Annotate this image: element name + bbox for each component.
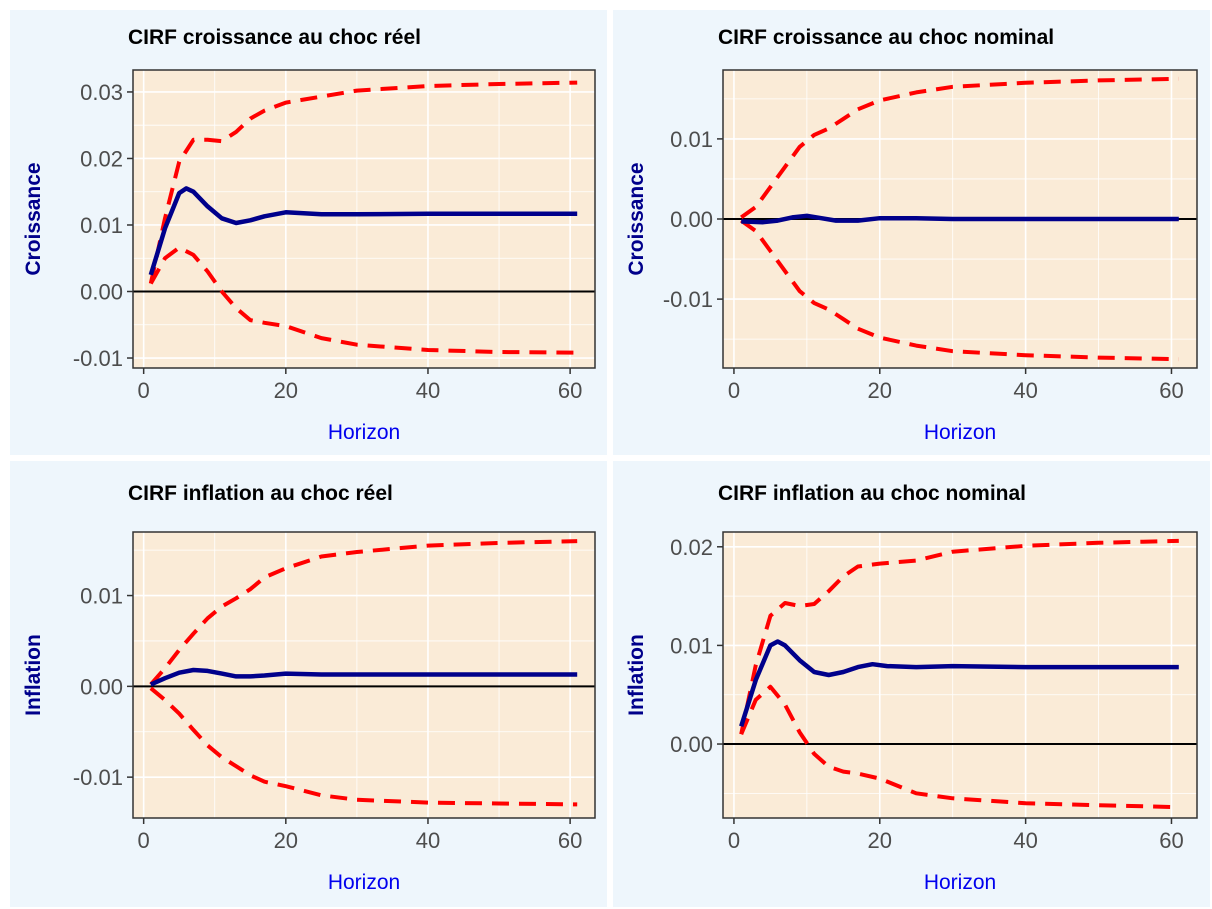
- x-axis-label: Horizon: [328, 871, 400, 894]
- x-tick-label: 0: [138, 828, 150, 853]
- chart-title: CIRF inflation au choc réel: [128, 482, 393, 505]
- x-tick-label: 60: [558, 828, 582, 853]
- plot-background: [723, 532, 1197, 818]
- x-tick-label: 60: [1159, 828, 1183, 853]
- x-tick-label: 40: [1013, 378, 1037, 403]
- chart-svg: 0 20 40 60 -0.01 0.00 0.01 CIRF croissance au c…: [613, 10, 1210, 455]
- x-tick-label: 40: [1013, 828, 1037, 853]
- y-tick-label: 0.01: [80, 213, 123, 238]
- x-tick-label: 0: [138, 378, 150, 403]
- x-axis-label: Horizon: [924, 871, 996, 894]
- x-tick-label: 40: [416, 378, 440, 403]
- x-tick-label: 60: [1159, 378, 1183, 403]
- y-tick-label: 0.01: [670, 633, 713, 658]
- panel-croissance-choc-reel: 0 20 40 60 -0.01 0.00 0.01 0.02 0.03 CIRF croissa…: [10, 10, 607, 455]
- y-axis-label: Croissance: [625, 162, 648, 275]
- plot-background: [133, 70, 595, 368]
- y-tick-label: 0.00: [670, 732, 713, 757]
- y-axis-label: Inflation: [22, 634, 45, 716]
- x-axis-label: Horizon: [924, 421, 996, 444]
- y-tick-label: 0.03: [80, 80, 123, 105]
- chart-svg: 0 20 40 60 -0.01 0.00 0.01 0.02 0.03 CIRF croissa…: [10, 10, 607, 455]
- y-tick-label: 0.02: [670, 535, 713, 560]
- chart-svg: 0 20 40 60 -0.01 0.00 0.01 CIRF inflation au ch…: [10, 461, 607, 907]
- x-axis-label: Horizon: [328, 421, 400, 444]
- x-tick-label: 40: [416, 828, 440, 853]
- x-tick-label: 20: [274, 378, 298, 403]
- y-tick-label: -0.01: [73, 765, 123, 790]
- chart-svg: 0 20 40 60 0.00 0.01 0.02 CIRF inflation au cho…: [613, 461, 1210, 907]
- panel-inflation-choc-reel: 0 20 40 60 -0.01 0.00 0.01 CIRF inflation au ch…: [10, 461, 607, 907]
- y-tick-label: 0.01: [80, 584, 123, 609]
- x-tick-label: 60: [558, 378, 582, 403]
- y-axis-label: Inflation: [625, 634, 648, 716]
- y-tick-label: -0.01: [73, 346, 123, 371]
- y-tick-label: 0.01: [670, 127, 713, 152]
- chart-title: CIRF croissance au choc réel: [128, 26, 421, 49]
- y-axis-label: Croissance: [22, 162, 45, 275]
- x-tick-label: 0: [728, 378, 740, 403]
- y-tick-label: 0.00: [670, 207, 713, 232]
- x-tick-label: 20: [868, 378, 892, 403]
- x-tick-label: 20: [868, 828, 892, 853]
- panel-croissance-choc-nominal: 0 20 40 60 -0.01 0.00 0.01 CIRF croissance au c…: [613, 10, 1210, 455]
- y-tick-label: -0.01: [663, 287, 713, 312]
- y-tick-label: 0.00: [80, 280, 123, 305]
- y-tick-label: 0.02: [80, 146, 123, 171]
- panel-inflation-choc-nominal: 0 20 40 60 0.00 0.01 0.02 CIRF inflation au cho…: [613, 461, 1210, 907]
- y-tick-label: 0.00: [80, 674, 123, 699]
- chart-title: CIRF croissance au choc nominal: [718, 26, 1054, 49]
- x-tick-label: 0: [728, 828, 740, 853]
- x-tick-label: 20: [274, 828, 298, 853]
- chart-title: CIRF inflation au choc nominal: [718, 482, 1026, 505]
